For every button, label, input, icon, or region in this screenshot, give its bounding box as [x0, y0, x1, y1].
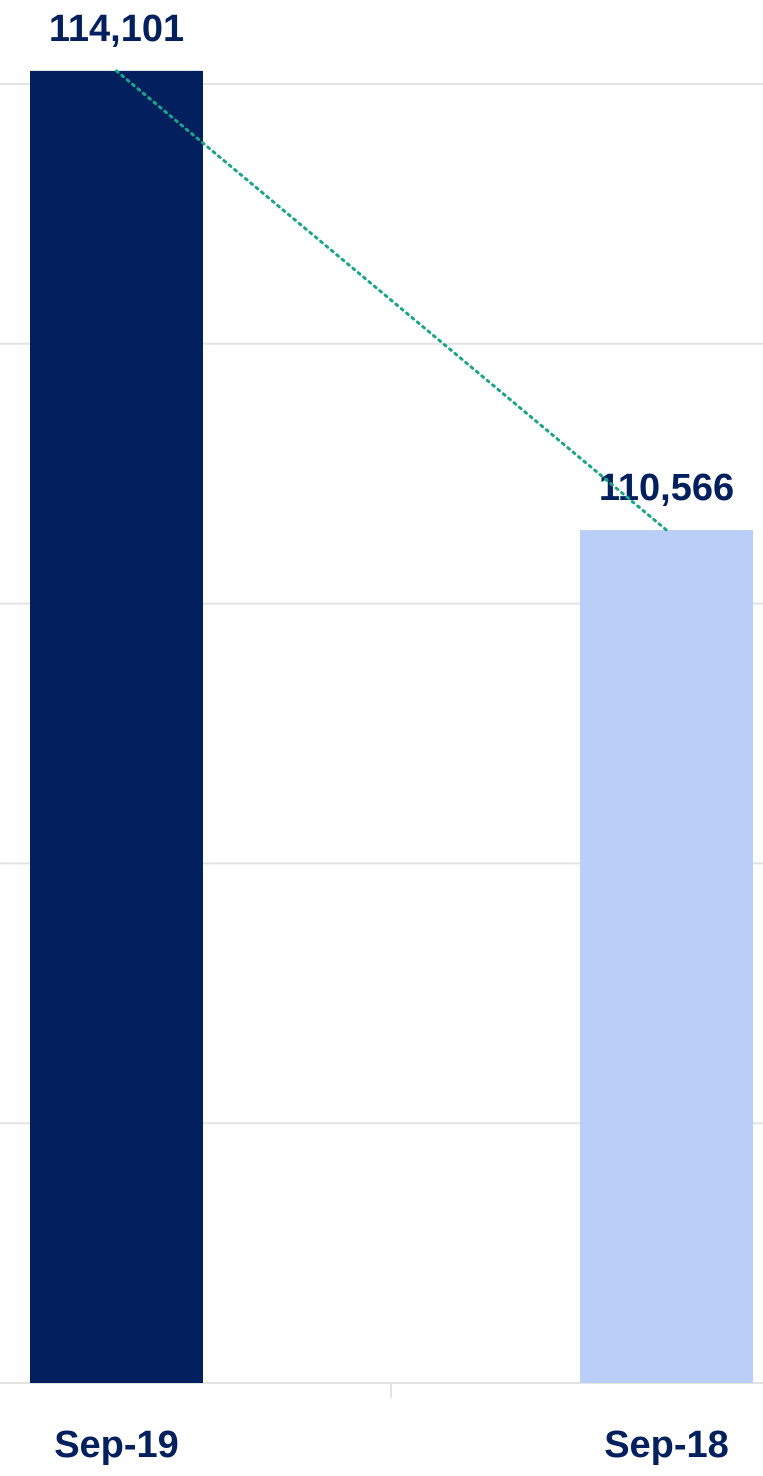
x-tick-label: Sep-19 [54, 1424, 179, 1466]
x-tick-label: Sep-18 [604, 1424, 729, 1466]
trend-line [115, 69, 668, 532]
data-label: 110,566 [599, 467, 734, 509]
data-label: 114,101 [49, 8, 184, 50]
bar [30, 70, 203, 1383]
bar [580, 530, 753, 1383]
